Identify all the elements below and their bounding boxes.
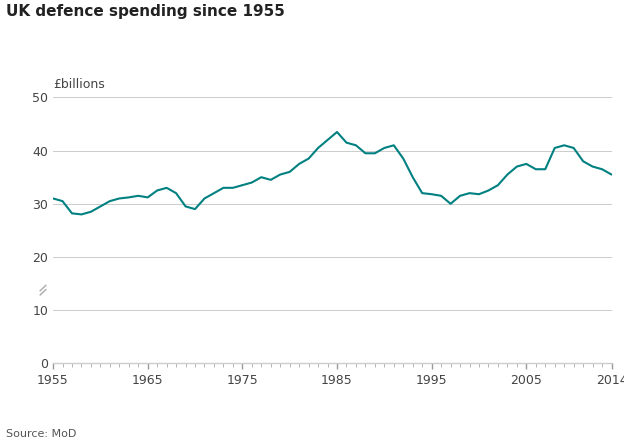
Text: UK defence spending since 1955: UK defence spending since 1955 bbox=[6, 4, 285, 19]
Text: C: C bbox=[566, 417, 575, 430]
Text: B: B bbox=[532, 417, 542, 430]
Text: Source: MoD: Source: MoD bbox=[6, 428, 77, 439]
Text: £billions: £billions bbox=[53, 78, 105, 91]
Text: B: B bbox=[498, 417, 508, 430]
